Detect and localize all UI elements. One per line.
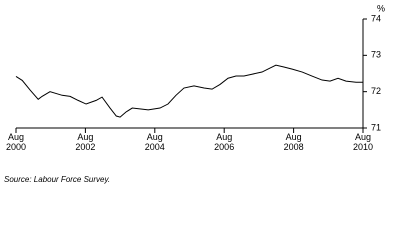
x-tick-label-line: Aug bbox=[286, 132, 302, 142]
y-tick-label: 72 bbox=[371, 86, 381, 96]
x-tick-label-line: Aug bbox=[355, 132, 371, 142]
x-tick-label-line: 2006 bbox=[214, 142, 234, 152]
x-tick-label: Aug 2000 bbox=[6, 132, 26, 152]
series-line bbox=[15, 64, 363, 118]
x-tick-label: Aug 2004 bbox=[145, 132, 165, 152]
source-note: Source: Labour Force Survey. bbox=[4, 175, 110, 184]
x-tick-label-line: 2002 bbox=[75, 142, 95, 152]
x-tick-label-line: 2000 bbox=[6, 142, 26, 152]
x-tick-label-line: 2008 bbox=[284, 142, 304, 152]
x-tick-label-line: Aug bbox=[8, 132, 24, 142]
chart: % Source: Labour Force Survey. 71 72 73 74 A… bbox=[4, 3, 385, 184]
x-tick-label-line: Aug bbox=[147, 132, 163, 142]
x-tick-label-line: 2004 bbox=[145, 142, 165, 152]
x-tick-label: Aug 2002 bbox=[75, 132, 95, 152]
x-tick-label: Aug 2010 bbox=[353, 132, 373, 152]
y-tick-label: 74 bbox=[371, 13, 381, 23]
y-tick-label: 71 bbox=[371, 122, 381, 132]
x-tick-label-line: Aug bbox=[216, 132, 232, 142]
x-tick-label: Aug 2008 bbox=[284, 132, 304, 152]
x-tick-label: Aug 2006 bbox=[214, 132, 234, 152]
y-tick-label: 73 bbox=[371, 50, 381, 60]
x-tick-label-line: Aug bbox=[77, 132, 93, 142]
x-tick-label-line: 2010 bbox=[353, 142, 373, 152]
y-axis-label: % bbox=[377, 3, 385, 13]
